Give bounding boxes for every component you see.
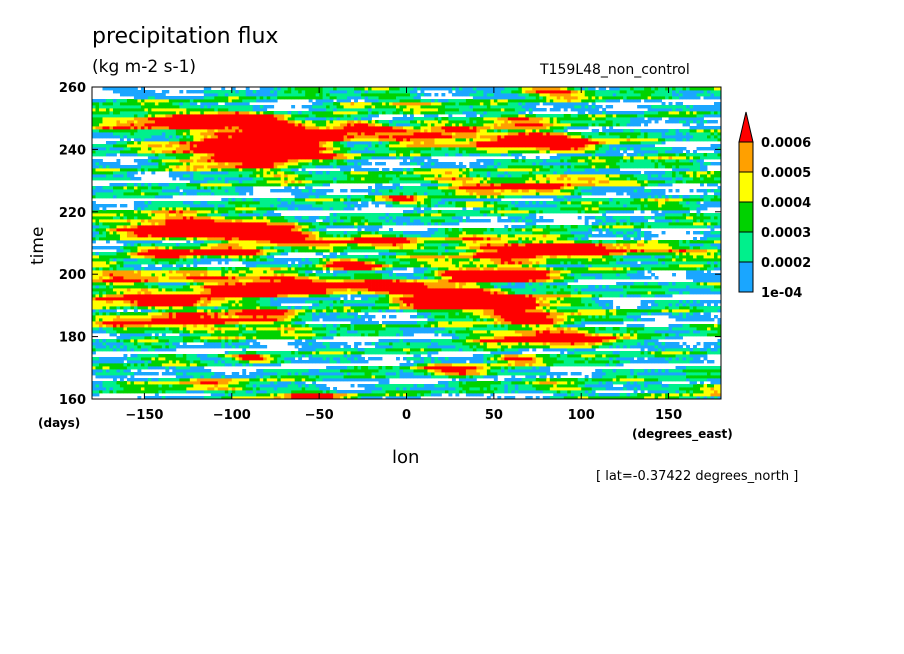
colorbar-segment xyxy=(738,231,754,263)
y-tick-label: 220 xyxy=(59,206,86,221)
y-axis-units: (days) xyxy=(38,416,81,430)
latitude-footnote: [ lat=-0.37422 degrees_north ] xyxy=(596,469,799,484)
colorbar-extend-arrow xyxy=(738,111,754,143)
colorbar-segment xyxy=(738,141,754,173)
y-axis: 160 180 200 220 240 260 xyxy=(59,81,721,408)
colorbar-segment xyxy=(738,201,754,233)
x-axis-units: (degrees_east) xyxy=(632,427,733,441)
x-tick-label: 0 xyxy=(402,408,411,423)
x-tick-label: 100 xyxy=(568,408,595,423)
colorbar-label: 0.0004 xyxy=(761,196,811,211)
colorbar-label: 0.0005 xyxy=(761,166,811,181)
chart-title: precipitation flux xyxy=(92,24,279,49)
y-tick-label: 260 xyxy=(59,81,86,96)
colorbar-label: 1e-04 xyxy=(761,286,802,301)
x-tick-label: 150 xyxy=(655,408,682,423)
x-tick-label: −50 xyxy=(305,408,334,423)
y-tick-label: 200 xyxy=(59,268,86,283)
x-tick-label: 50 xyxy=(485,408,503,423)
colorbar-label: 0.0002 xyxy=(761,256,811,271)
y-tick-label: 240 xyxy=(59,143,86,158)
y-tick-label: 180 xyxy=(59,331,86,346)
y-axis-label: time xyxy=(28,226,48,265)
x-axis: −150 −100 −50 0 50 100 150 xyxy=(125,87,682,423)
colorbar-segment xyxy=(738,261,754,293)
x-tick-label: −150 xyxy=(125,408,163,423)
chart-units: (kg m-2 s-1) xyxy=(92,57,197,77)
run-label: T159L48_non_control xyxy=(540,62,690,78)
y-tick-label: 160 xyxy=(59,393,86,408)
colorbar-label: 0.0003 xyxy=(761,226,811,241)
x-axis-label: lon xyxy=(392,447,420,468)
colorbar-label: 0.0006 xyxy=(761,136,811,151)
precipitation-field xyxy=(92,87,722,400)
colorbar-segment xyxy=(738,171,754,203)
colorbar: 1e-04 0.0002 0.0003 0.0004 0.0005 0.0006 xyxy=(738,111,811,301)
x-tick-label: −100 xyxy=(213,408,251,423)
